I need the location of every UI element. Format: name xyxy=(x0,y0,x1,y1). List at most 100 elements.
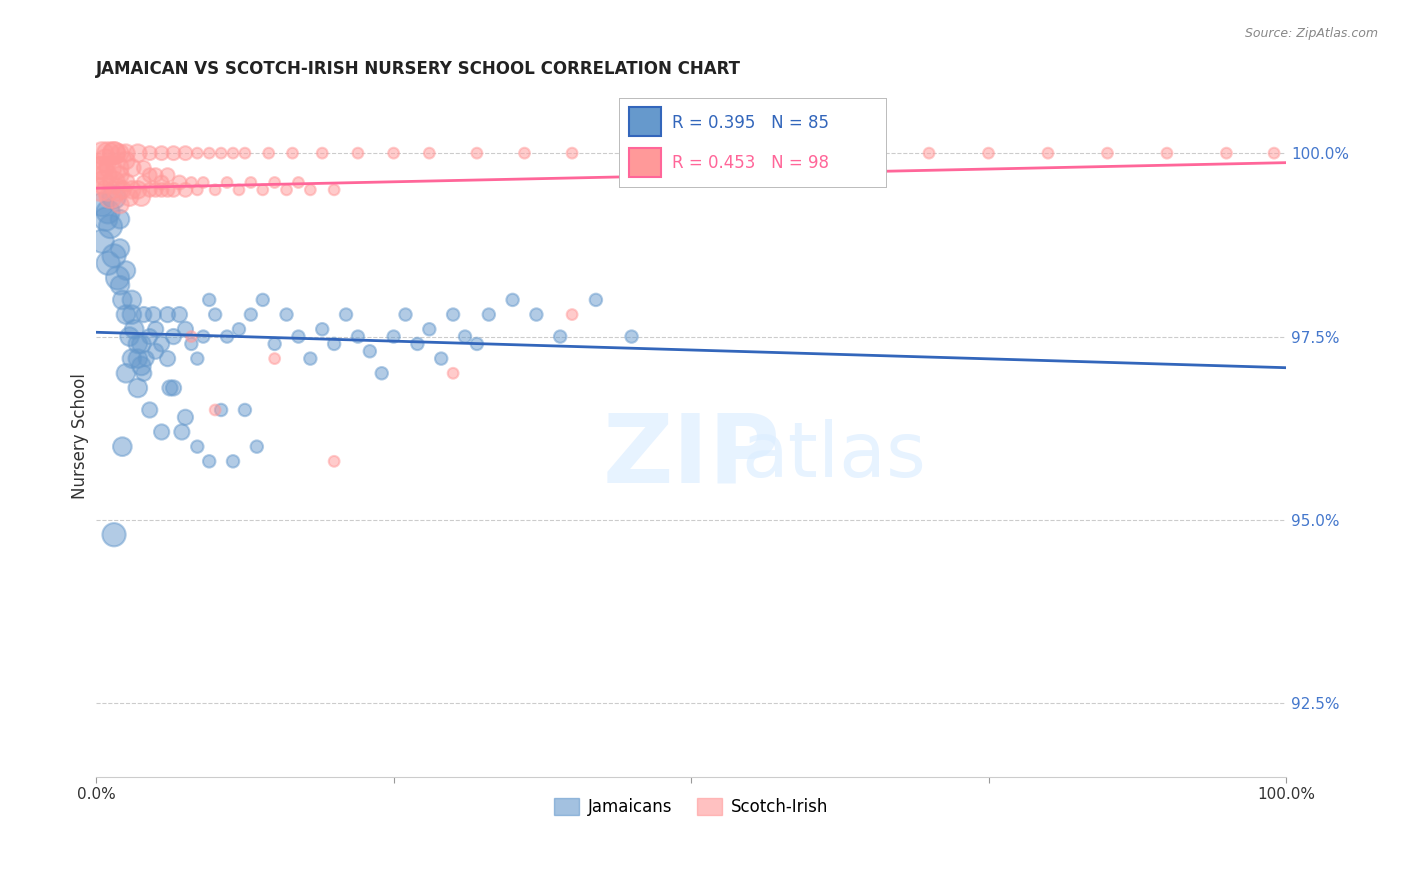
Point xyxy=(209,146,232,161)
Point xyxy=(162,329,184,343)
Point xyxy=(127,146,149,161)
Bar xyxy=(630,107,661,136)
Point xyxy=(174,410,197,425)
Point xyxy=(150,337,173,351)
Point xyxy=(418,146,440,161)
Point xyxy=(228,322,250,336)
Point xyxy=(118,190,141,204)
Point xyxy=(263,337,285,351)
Point xyxy=(156,183,179,197)
Point xyxy=(94,212,117,227)
Point xyxy=(122,322,145,336)
Point xyxy=(108,242,131,256)
Point xyxy=(115,263,138,277)
Point xyxy=(150,183,173,197)
Point xyxy=(94,153,117,168)
Point xyxy=(193,176,215,190)
Point xyxy=(108,212,131,227)
Point xyxy=(121,308,143,322)
Point xyxy=(441,366,464,380)
Point xyxy=(111,440,134,454)
Point xyxy=(977,146,1000,161)
Text: atlas: atlas xyxy=(741,419,927,493)
Point xyxy=(131,337,153,351)
Point xyxy=(174,146,197,161)
Point xyxy=(1263,146,1285,161)
Point xyxy=(156,168,179,182)
Point xyxy=(1036,146,1059,161)
Point xyxy=(1097,146,1119,161)
Point xyxy=(526,308,548,322)
Point xyxy=(347,329,370,343)
Point xyxy=(180,337,202,351)
Point xyxy=(561,308,583,322)
Point xyxy=(299,183,322,197)
Text: R = 0.395   N = 85: R = 0.395 N = 85 xyxy=(672,114,830,132)
Point xyxy=(311,146,333,161)
Point xyxy=(91,161,114,175)
Point xyxy=(91,197,114,211)
Point xyxy=(135,351,157,366)
Point xyxy=(323,337,346,351)
Point xyxy=(107,183,129,197)
Point xyxy=(132,366,155,380)
Point xyxy=(222,146,245,161)
Point xyxy=(145,183,167,197)
Point xyxy=(145,168,167,182)
Point xyxy=(209,403,232,417)
Point xyxy=(121,351,143,366)
Point xyxy=(156,308,179,322)
Point xyxy=(222,454,245,468)
Point xyxy=(121,161,143,175)
Point xyxy=(103,190,125,204)
Point xyxy=(276,308,298,322)
Text: Source: ZipAtlas.com: Source: ZipAtlas.com xyxy=(1244,27,1378,40)
Point xyxy=(107,271,129,285)
Point xyxy=(127,381,149,395)
Point xyxy=(252,183,274,197)
Point xyxy=(107,161,129,175)
Point xyxy=(198,293,221,307)
Point xyxy=(585,293,607,307)
Point xyxy=(150,146,173,161)
Point xyxy=(204,403,226,417)
Point xyxy=(94,168,117,182)
Point xyxy=(108,278,131,293)
Point xyxy=(186,351,208,366)
Point xyxy=(215,176,238,190)
Point xyxy=(89,183,111,197)
Point xyxy=(103,527,125,541)
Point xyxy=(323,454,346,468)
Point xyxy=(131,359,153,373)
Point xyxy=(335,308,357,322)
Point xyxy=(681,146,703,161)
Point xyxy=(103,146,125,161)
Point xyxy=(465,337,488,351)
Point xyxy=(257,146,280,161)
Point xyxy=(100,190,122,204)
Point xyxy=(239,308,262,322)
Point xyxy=(100,161,122,175)
Point xyxy=(233,146,256,161)
Point xyxy=(91,146,114,161)
Point xyxy=(156,351,179,366)
Text: JAMAICAN VS SCOTCH-IRISH NURSERY SCHOOL CORRELATION CHART: JAMAICAN VS SCOTCH-IRISH NURSERY SCHOOL … xyxy=(96,60,741,78)
Point xyxy=(246,440,269,454)
Point xyxy=(97,146,120,161)
Point xyxy=(170,425,193,439)
Point xyxy=(252,293,274,307)
Point xyxy=(858,146,880,161)
Point xyxy=(180,329,202,343)
Point xyxy=(198,454,221,468)
Point xyxy=(406,337,429,351)
Point xyxy=(204,183,226,197)
Point xyxy=(239,176,262,190)
Point xyxy=(454,329,477,343)
Point xyxy=(111,293,134,307)
Point xyxy=(478,308,501,322)
Point xyxy=(150,425,173,439)
Point xyxy=(186,183,208,197)
Point xyxy=(115,308,138,322)
Point xyxy=(441,308,464,322)
Point xyxy=(162,183,184,197)
